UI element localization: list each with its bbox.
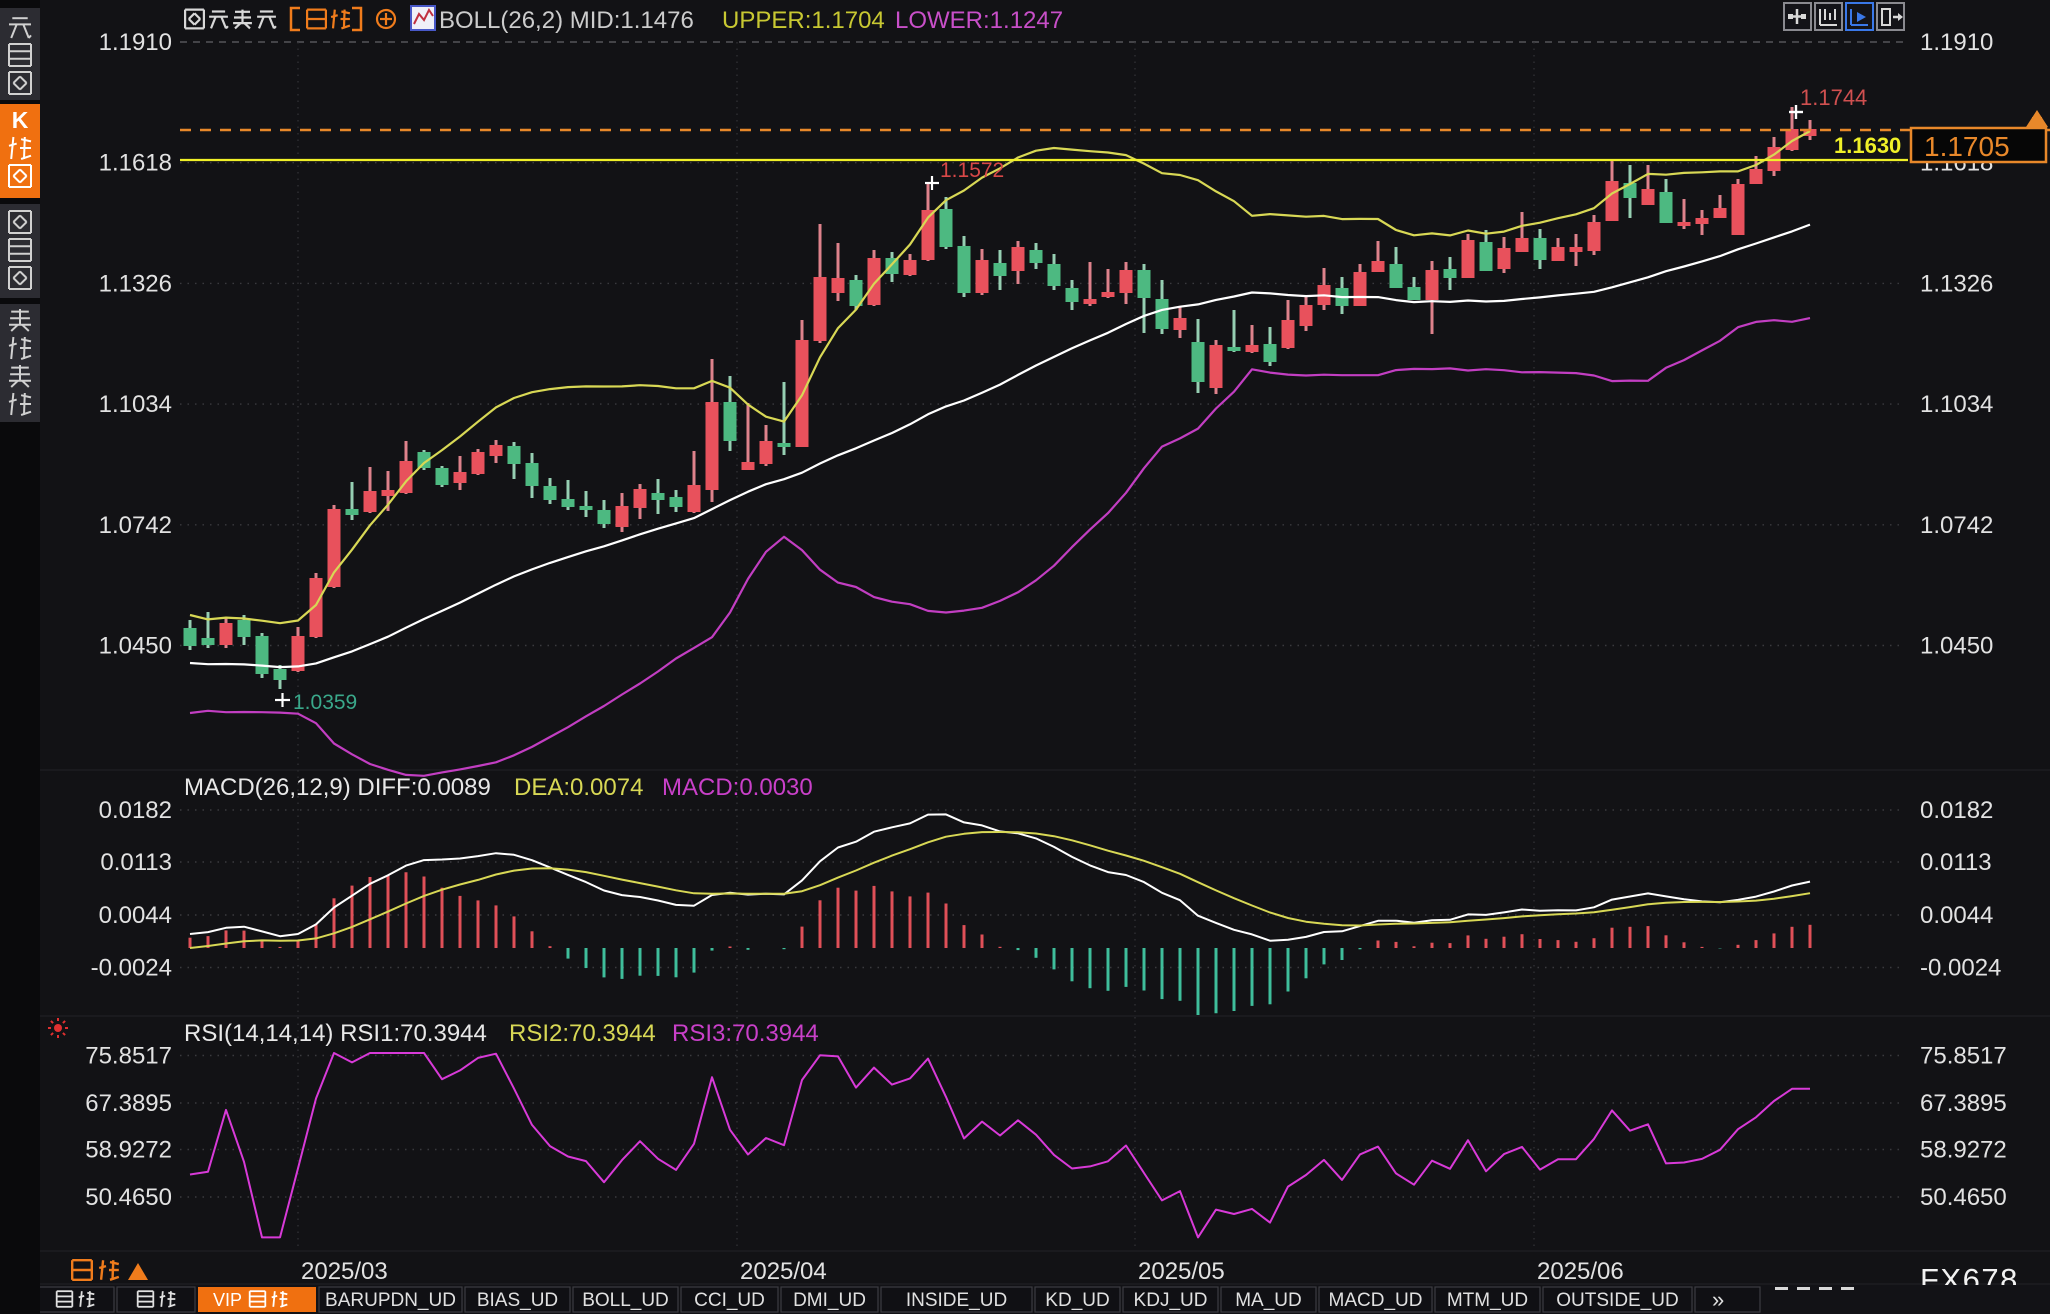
svg-text:0.0113: 0.0113	[1920, 849, 1992, 876]
svg-text:0.0044: 0.0044	[99, 902, 172, 929]
svg-text:1.1034: 1.1034	[99, 391, 172, 418]
svg-text:KDJ_UD: KDJ_UD	[1134, 1290, 1208, 1311]
svg-text:INSIDE_UD: INSIDE_UD	[906, 1290, 1007, 1311]
svg-text:75.8517: 75.8517	[85, 1043, 172, 1070]
svg-text:2025/03: 2025/03	[301, 1258, 388, 1285]
svg-text:1.1910: 1.1910	[1920, 29, 1993, 56]
svg-text:58.9272: 58.9272	[85, 1137, 172, 1164]
svg-text:1.1572: 1.1572	[940, 159, 1004, 182]
svg-text:75.8517: 75.8517	[1920, 1043, 2007, 1070]
svg-text:DMI_UD: DMI_UD	[793, 1290, 866, 1311]
svg-text:2025/06: 2025/06	[1537, 1258, 1624, 1285]
svg-text:2025/05: 2025/05	[1138, 1258, 1225, 1285]
svg-text:RSI3:70.3944: RSI3:70.3944	[672, 1020, 819, 1047]
svg-text:OUTSIDE_UD: OUTSIDE_UD	[1556, 1290, 1678, 1311]
svg-text:1.0742: 1.0742	[1920, 512, 1993, 539]
svg-text:1.0450: 1.0450	[99, 633, 172, 660]
svg-text:0.0182: 0.0182	[99, 797, 172, 824]
svg-text:MTM_UD: MTM_UD	[1447, 1290, 1528, 1311]
svg-text:LOWER:1.1247: LOWER:1.1247	[895, 7, 1063, 34]
svg-text:RSI2:70.3944: RSI2:70.3944	[509, 1020, 656, 1047]
svg-text:50.4650: 50.4650	[1920, 1184, 2007, 1211]
svg-text:K: K	[12, 107, 29, 133]
svg-text:BOLL_UD: BOLL_UD	[582, 1290, 669, 1311]
svg-text:MA_UD: MA_UD	[1235, 1290, 1302, 1311]
svg-text:2025/04: 2025/04	[740, 1258, 827, 1285]
svg-text:1.0450: 1.0450	[1920, 633, 1993, 660]
svg-text:UPPER:1.1704: UPPER:1.1704	[722, 7, 885, 34]
svg-text:-0.0024: -0.0024	[91, 955, 172, 982]
svg-text:-0.0024: -0.0024	[1920, 955, 2001, 982]
svg-text:RSI(14,14,14) RSI1:70.3944: RSI(14,14,14) RSI1:70.3944	[184, 1020, 487, 1047]
svg-text:50.4650: 50.4650	[85, 1184, 172, 1211]
svg-text:58.9272: 58.9272	[1920, 1137, 2007, 1164]
svg-text:0.0182: 0.0182	[1920, 797, 1993, 824]
svg-text:CCI_UD: CCI_UD	[694, 1290, 765, 1311]
svg-text:1.0359: 1.0359	[293, 691, 357, 714]
svg-text:MACD:0.0030: MACD:0.0030	[662, 774, 813, 801]
svg-text:1.1910: 1.1910	[99, 29, 172, 56]
svg-text:1.1326: 1.1326	[1920, 270, 1993, 297]
svg-text:0.0044: 0.0044	[1920, 902, 1993, 929]
svg-text:1.1630: 1.1630	[1834, 133, 1901, 158]
svg-text:MACD(26,12,9) DIFF:0.0089: MACD(26,12,9) DIFF:0.0089	[184, 774, 491, 801]
svg-text:67.3895: 67.3895	[1920, 1090, 2007, 1117]
svg-text:1.0742: 1.0742	[99, 512, 172, 539]
svg-text:1.1034: 1.1034	[1920, 391, 1993, 418]
svg-text:»: »	[1712, 1287, 1724, 1312]
svg-text:BARUPDN_UD: BARUPDN_UD	[325, 1290, 456, 1311]
svg-text:DEA:0.0074: DEA:0.0074	[514, 774, 643, 801]
svg-text:BIAS_UD: BIAS_UD	[477, 1290, 558, 1311]
svg-text:1.1744: 1.1744	[1800, 85, 1867, 110]
svg-text:1.1326: 1.1326	[99, 270, 172, 297]
svg-text:67.3895: 67.3895	[85, 1090, 172, 1117]
svg-text:KD_UD: KD_UD	[1045, 1290, 1109, 1311]
svg-text:MACD_UD: MACD_UD	[1329, 1290, 1423, 1311]
svg-text:1.1618: 1.1618	[99, 150, 172, 177]
svg-text:BOLL(26,2) MID:1.1476: BOLL(26,2) MID:1.1476	[439, 7, 694, 34]
svg-text:VIP: VIP	[213, 1290, 242, 1310]
svg-text:1.1705: 1.1705	[1924, 131, 2010, 162]
svg-text:0.0113: 0.0113	[100, 849, 172, 876]
